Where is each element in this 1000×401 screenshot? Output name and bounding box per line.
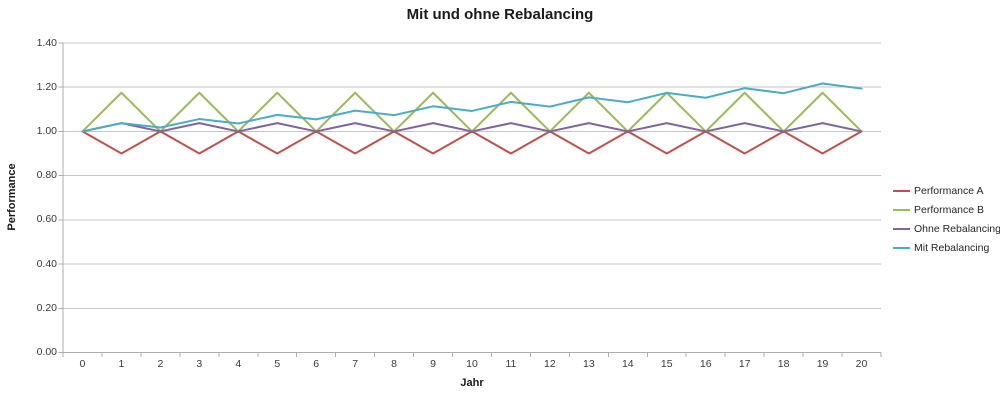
x-tick-label: 5 (274, 358, 281, 370)
legend-swatch-mit-rebalancing (893, 246, 910, 249)
x-tick-label: 15 (660, 358, 673, 370)
legend-label: Performance A (914, 184, 984, 197)
x-tick-label: 9 (430, 358, 436, 370)
legend-swatch-ohne-rebalancing (893, 227, 910, 230)
legend-item-performance-b: Performance B (893, 200, 1000, 219)
y-tick-label: 0.00 (36, 346, 57, 358)
x-tick-label: 7 (352, 358, 359, 370)
legend-item-ohne-rebalancing: Ohne Rebalancing (893, 219, 1000, 238)
x-tick-label: 20 (855, 358, 868, 370)
x-tick-label: 1 (118, 358, 125, 370)
series-line-performance-b (81, 91, 863, 133)
x-tick-label: 3 (196, 358, 203, 370)
legend-item-performance-a: Performance A (893, 181, 1000, 200)
y-tick-label: 0.20 (36, 301, 57, 314)
chart-title: Mit und ohne Rebalancing (406, 6, 594, 23)
x-tick-label: 10 (466, 358, 478, 370)
x-tick-label: 6 (313, 358, 320, 370)
x-tick-label: 19 (816, 358, 829, 370)
x-tick-label: 0 (79, 358, 86, 370)
x-tick-label: 13 (583, 358, 595, 370)
x-axis-title: Jahr (460, 377, 484, 389)
x-tick-label: 16 (699, 358, 712, 370)
legend-item-mit-rebalancing: Mit Rebalancing (893, 238, 1000, 257)
x-tick-label: 12 (544, 358, 556, 370)
x-tick-label: 14 (621, 358, 634, 370)
x-tick-label: 2 (157, 358, 164, 370)
x-tick-label: 18 (777, 358, 790, 370)
y-tick-label: 0.40 (36, 257, 57, 270)
y-tick-label: 1.00 (36, 124, 57, 137)
x-tick-label: 11 (505, 358, 517, 370)
legend: Performance A Performance B Ohne Rebalanci… (893, 181, 1000, 257)
legend-label: Ohne Rebalancing (914, 222, 1000, 235)
series-line-ohne-rebalancing (81, 122, 863, 133)
x-tick-label: 17 (738, 358, 751, 370)
y-tick-label: 1.40 (36, 36, 57, 49)
y-tick-label: 1.20 (36, 80, 57, 93)
legend-swatch-performance-a (893, 189, 910, 192)
legend-label: Mit Rebalancing (914, 241, 990, 254)
y-tick-label: 0.80 (36, 169, 57, 182)
series-line-mit-rebalancing (81, 82, 863, 133)
x-tick-label: 4 (235, 358, 242, 370)
series-line-performance-a (81, 130, 863, 155)
x-tick-label: 8 (391, 358, 398, 370)
y-tick-label: 0.60 (36, 213, 57, 226)
legend-label: Performance B (914, 203, 985, 216)
legend-swatch-performance-b (893, 208, 910, 211)
